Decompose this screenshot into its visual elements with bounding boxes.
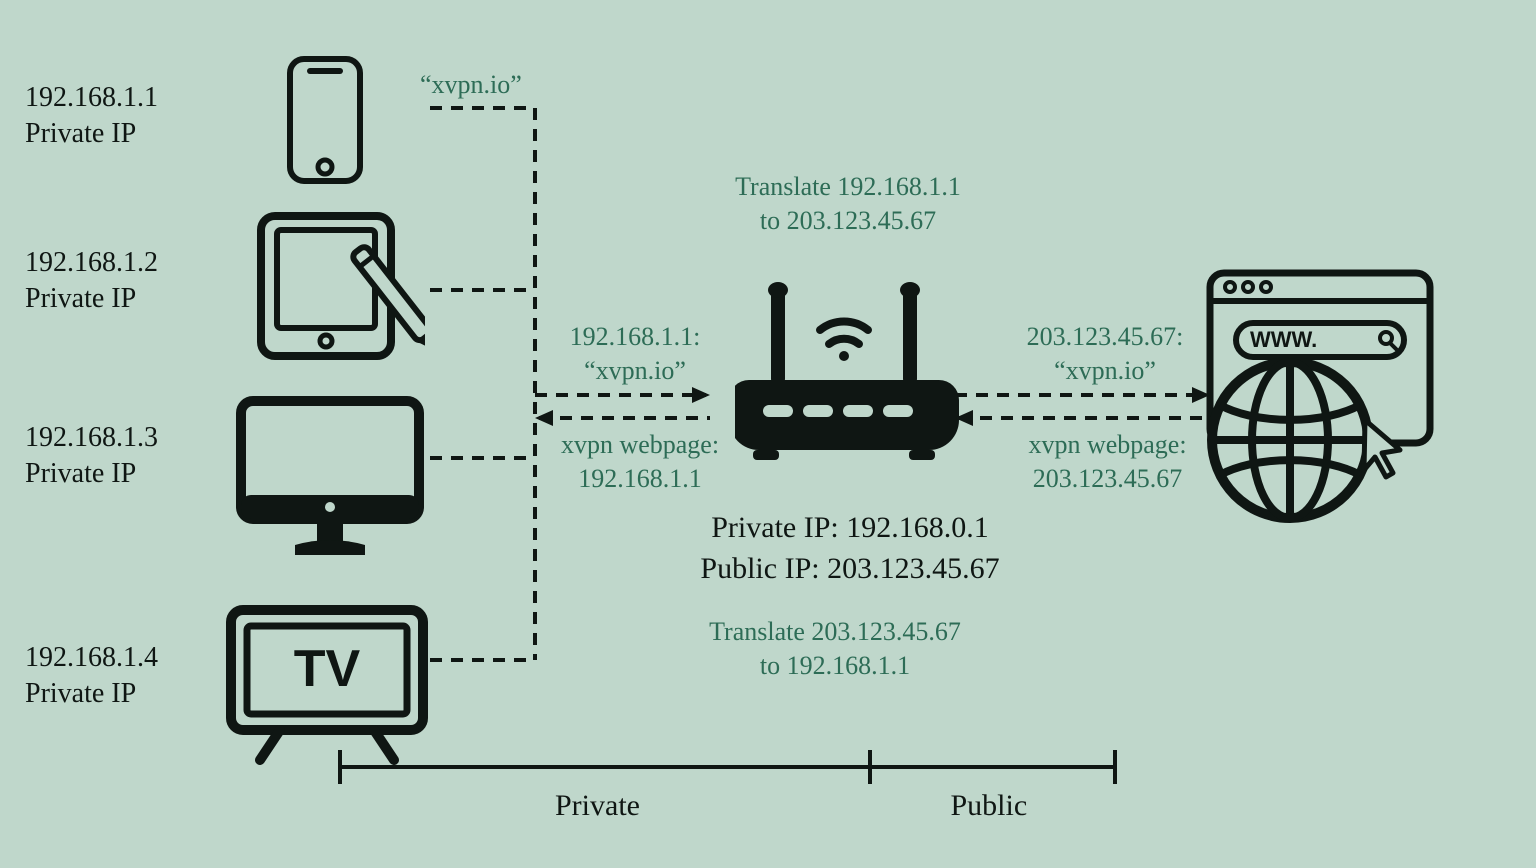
device-connectors (0, 0, 1536, 868)
diagram-stage: 192.168.1.1Private IP192.168.1.2Private … (0, 0, 1536, 868)
center-request-label: 192.168.1.1:“xvpn.io” (550, 320, 720, 388)
translate-top-label: Translate 192.168.1.1to 203.123.45.67 (698, 170, 998, 238)
right-response-label: xvpn webpage:203.123.45.67 (1000, 428, 1215, 496)
center-response-label: xvpn webpage:192.168.1.1 (540, 428, 740, 496)
translate-bottom-label: Translate 203.123.45.67to 192.168.1.1 (665, 615, 1005, 683)
right-request-label: 203.123.45.67:“xvpn.io” (1000, 320, 1210, 388)
router-ip-labels: Private IP: 192.168.0.1Public IP: 203.12… (665, 508, 1035, 589)
axis-private-label: Private (555, 789, 640, 823)
phone-request-label: “xvpn.io” (420, 70, 522, 100)
axis (0, 742, 1536, 822)
axis-public-label: Public (951, 789, 1028, 823)
